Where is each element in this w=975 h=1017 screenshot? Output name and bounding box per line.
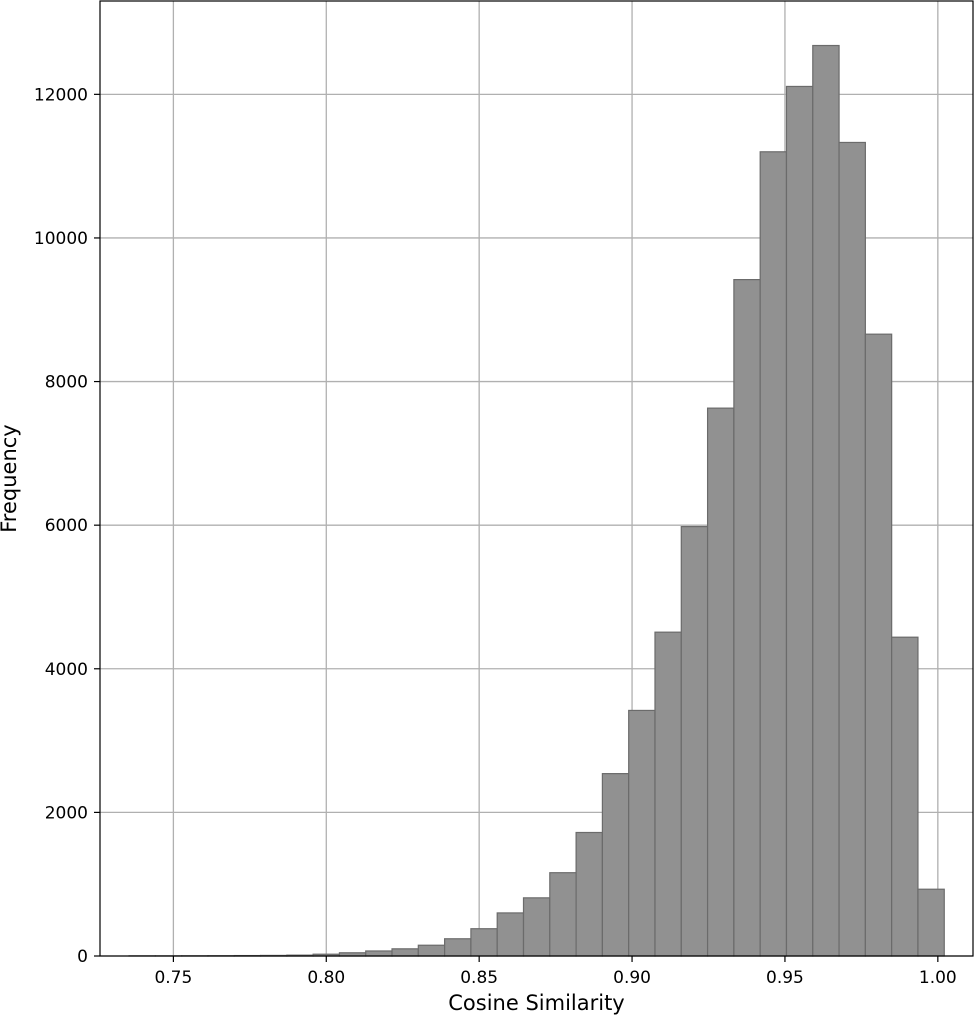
- histogram-bar: [891, 636, 919, 957]
- y-tick-label: 4000: [45, 660, 88, 680]
- x-tick-label: 0.95: [766, 968, 804, 988]
- x-tick-label: 0.90: [613, 968, 651, 988]
- histogram-bar: [680, 526, 709, 957]
- histogram-bar: [470, 928, 498, 957]
- histogram-bar: [812, 44, 840, 957]
- y-tick-label: 6000: [45, 516, 88, 536]
- histogram-bar: [917, 888, 945, 957]
- x-tick-label: 0.80: [307, 968, 345, 988]
- y-axis-label: Frequency: [0, 424, 21, 533]
- histogram-bar: [417, 944, 446, 957]
- x-tick-label: 0.85: [460, 968, 498, 988]
- histogram-bar: [628, 709, 656, 957]
- histogram-bar: [496, 912, 525, 957]
- histogram-bar: [785, 85, 814, 957]
- histogram-bar: [733, 279, 761, 957]
- y-tick-label: 8000: [45, 373, 88, 393]
- y-tick-label: 10000: [34, 229, 88, 249]
- x-tick-label: 1.00: [919, 968, 957, 988]
- histogram-bar: [654, 631, 682, 957]
- plot-frame: [99, 0, 974, 957]
- histogram-bar: [864, 333, 893, 957]
- histogram-bar: [391, 948, 419, 957]
- y-axis-ticks: 0 2000 4000 6000 8000 10000 12000: [34, 85, 100, 967]
- histogram-bar: [759, 151, 788, 957]
- x-tick-label: 0.75: [154, 968, 192, 988]
- y-tick-label: 2000: [45, 803, 88, 823]
- histogram-bar: [601, 773, 630, 957]
- x-axis-ticks: 0.75 0.80 0.85 0.90 0.95 1.00: [154, 956, 957, 988]
- histogram-bar: [575, 831, 603, 957]
- histogram-bar: [838, 141, 866, 957]
- y-tick-label: 12000: [34, 85, 88, 105]
- y-tick-label: 0: [77, 947, 88, 967]
- histogram-bar: [444, 938, 472, 957]
- histogram-bars: [128, 44, 945, 957]
- histogram-bar: [522, 897, 551, 957]
- histogram-bar: [365, 950, 393, 957]
- x-axis-label: Cosine Similarity: [448, 991, 624, 1015]
- histogram-bar: [549, 872, 577, 957]
- histogram-bar: [706, 407, 735, 957]
